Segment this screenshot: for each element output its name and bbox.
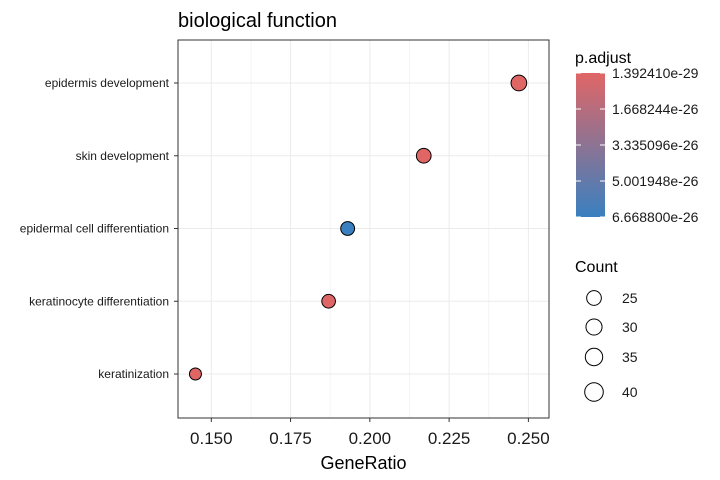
grid-lines [178, 40, 549, 418]
data-point [340, 221, 356, 236]
x-tick-label: 0.250 [507, 429, 550, 448]
size-legend: Count 25 30 35 40 [575, 259, 638, 402]
x-axis: 0.150 0.175 0.200 0.225 0.250 [190, 418, 550, 448]
size-legend-key [584, 382, 604, 402]
y-tick-label: keratinization [98, 367, 169, 381]
size-legend-label: 40 [622, 384, 638, 400]
color-legend-title: p.adjust [575, 50, 632, 67]
y-tick-label: epidermis development [45, 76, 170, 90]
size-legend-label: 35 [622, 349, 638, 365]
data-point [415, 147, 432, 164]
color-bar-label: 5.001948e-26 [612, 173, 699, 189]
data-point [510, 74, 528, 92]
color-bar-label: 3.335096e-26 [612, 137, 699, 153]
color-bar-label: 6.668800e-26 [612, 209, 699, 225]
x-tick-label: 0.150 [190, 429, 233, 448]
data-point [188, 367, 202, 381]
y-axis: epidermis development skin development epi… [20, 76, 178, 381]
color-bar-label: 1.392410e-29 [612, 65, 699, 81]
data-point [321, 293, 336, 309]
x-tick-label: 0.200 [349, 429, 392, 448]
size-legend-keys: 25 30 35 40 [584, 290, 638, 402]
chart-title: biological function [178, 10, 337, 32]
y-tick-label: skin development [76, 149, 170, 163]
size-legend-title: Count [575, 259, 618, 276]
size-legend-key [586, 290, 602, 306]
color-bar-ticks: 1.392410e-29 1.668244e-26 3.335096e-26 5.00… [576, 65, 699, 225]
data-points [188, 74, 528, 381]
y-tick-label: epidermal cell differentiation [20, 222, 169, 236]
color-bar-label: 1.668244e-26 [612, 101, 699, 117]
y-tick-label: keratinocyte differentiation [29, 294, 169, 308]
color-legend: p.adjust 1.392410e-29 1.668244e-26 3.33509… [575, 50, 699, 225]
size-legend-key [584, 347, 604, 367]
size-legend-label: 30 [622, 319, 638, 335]
x-tick-label: 0.175 [269, 429, 312, 448]
x-axis-title: GeneRatio [320, 453, 406, 473]
size-legend-key [585, 318, 603, 336]
size-legend-label: 25 [622, 290, 638, 306]
x-tick-label: 0.225 [428, 429, 471, 448]
